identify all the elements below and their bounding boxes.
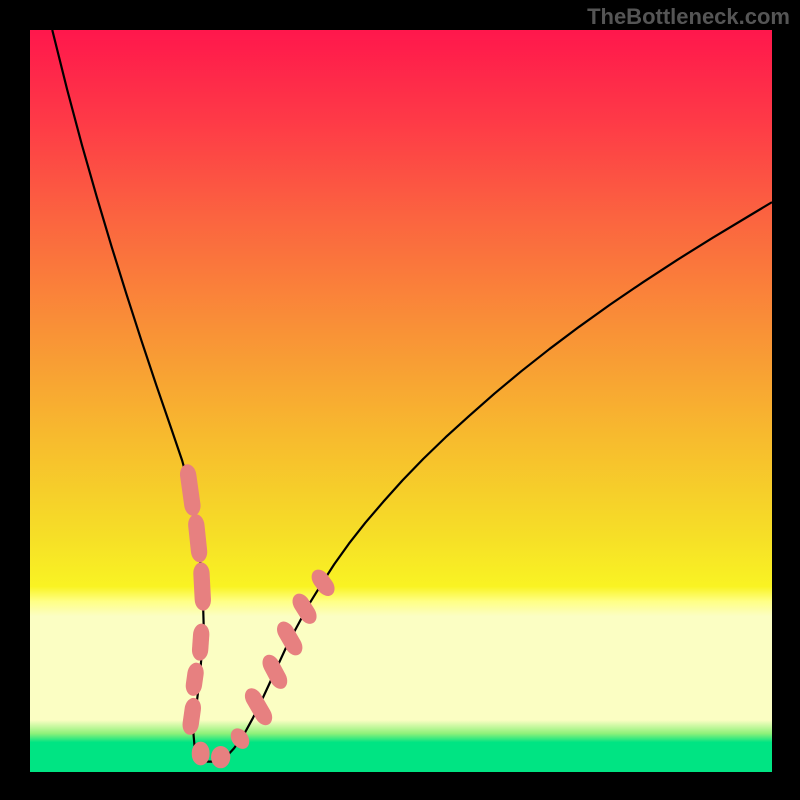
watermark-text: TheBottleneck.com (587, 4, 790, 30)
chart-frame: TheBottleneck.com (0, 0, 800, 800)
plot-svg (30, 30, 772, 772)
gradient-background (30, 30, 772, 772)
curve-marker (211, 746, 230, 768)
curve-marker (193, 562, 212, 611)
curve-marker (192, 742, 210, 766)
plot-area (30, 30, 772, 772)
